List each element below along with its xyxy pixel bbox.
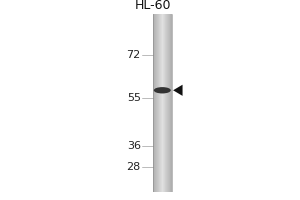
Text: 36: 36 [127, 141, 141, 151]
Bar [154, 14, 155, 192]
Bar [164, 14, 165, 192]
Bar [168, 14, 169, 192]
Bar [157, 14, 158, 192]
Text: 55: 55 [127, 93, 141, 103]
Bar [154, 14, 155, 192]
Bar [155, 14, 156, 192]
Bar [171, 14, 172, 192]
Bar [167, 14, 168, 192]
Bar [159, 14, 160, 192]
Bar [163, 14, 164, 192]
Bar [170, 14, 171, 192]
Bar [160, 14, 161, 192]
Bar [160, 14, 161, 192]
Bar [165, 14, 166, 192]
Polygon shape [173, 85, 182, 96]
Bar [166, 14, 167, 192]
Bar [158, 14, 159, 192]
Bar [169, 14, 170, 192]
Bar [162, 14, 163, 192]
Bar [153, 14, 154, 192]
Bar [156, 14, 157, 192]
Text: 72: 72 [127, 50, 141, 60]
Ellipse shape [154, 87, 171, 93]
Bar [161, 14, 162, 192]
Text: HL-60: HL-60 [135, 0, 172, 12]
Text: 28: 28 [127, 162, 141, 172]
Bar [169, 14, 170, 192]
